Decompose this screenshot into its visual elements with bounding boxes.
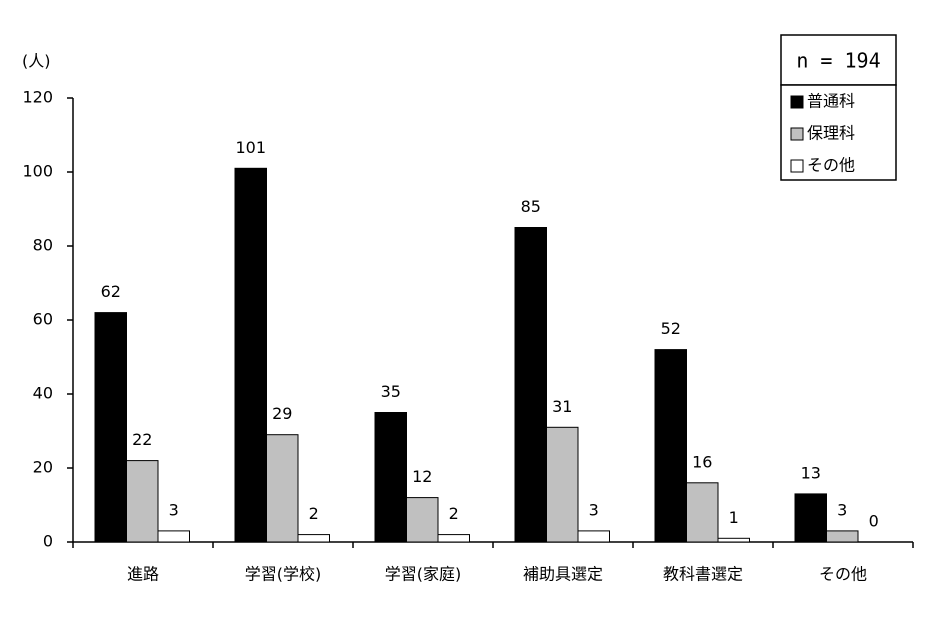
y-tick-label: 80 [33, 236, 53, 255]
data-label: 16 [692, 452, 712, 471]
x-tick-label: 教科書選定 [663, 565, 743, 584]
bar [514, 227, 547, 543]
legend-swatch [790, 127, 804, 141]
bar [126, 460, 159, 543]
bar [437, 534, 470, 543]
x-tick-label: 進路 [127, 565, 159, 584]
bar [686, 482, 719, 543]
bar [266, 434, 299, 543]
bar [406, 497, 439, 543]
data-label: 1 [729, 508, 739, 527]
bar [546, 426, 579, 543]
x-tick-label: 補助具選定 [523, 565, 603, 584]
y-tick-label: 120 [22, 88, 53, 107]
bar [794, 493, 827, 543]
y-axis-label: (人) [22, 52, 51, 71]
data-label: 85 [521, 197, 541, 216]
y-tick-label: 20 [33, 458, 53, 477]
data-label: 52 [661, 319, 681, 338]
legend-label: 保理科 [807, 124, 855, 143]
data-label: 101 [235, 138, 266, 157]
data-label: 22 [132, 430, 152, 449]
x-tick-label: 学習(家庭) [385, 565, 462, 584]
data-label: 2 [449, 504, 459, 523]
data-label: 3 [837, 500, 847, 519]
y-tick-label: 100 [22, 162, 53, 181]
x-tick-label: その他 [819, 565, 867, 584]
data-label: 29 [272, 404, 292, 423]
x-tick-label: 学習(学校) [245, 565, 322, 584]
bar [577, 530, 610, 543]
bar [654, 349, 687, 543]
data-label: 31 [552, 397, 572, 416]
bar [297, 534, 330, 543]
bar [826, 530, 859, 543]
data-label: 35 [381, 382, 401, 401]
y-tick-label: 60 [33, 310, 53, 329]
data-label: 62 [101, 282, 121, 301]
bar [717, 537, 750, 543]
bar [374, 412, 407, 543]
bar [234, 167, 267, 543]
data-label: 3 [589, 500, 599, 519]
y-tick-label: 40 [33, 384, 53, 403]
legend-label: その他 [807, 156, 855, 175]
annotation: n = 194 [796, 49, 880, 73]
data-label: 3 [169, 500, 179, 519]
data-label: 2 [309, 504, 319, 523]
bar [157, 530, 190, 543]
data-label: 12 [412, 467, 432, 486]
legend-swatch [790, 159, 804, 173]
legend-swatch [790, 95, 804, 109]
y-tick-label: 0 [43, 532, 53, 551]
data-label: 13 [801, 463, 821, 482]
bar [94, 312, 127, 543]
legend-label: 普通科 [807, 92, 855, 111]
data-label: 0 [869, 512, 879, 531]
